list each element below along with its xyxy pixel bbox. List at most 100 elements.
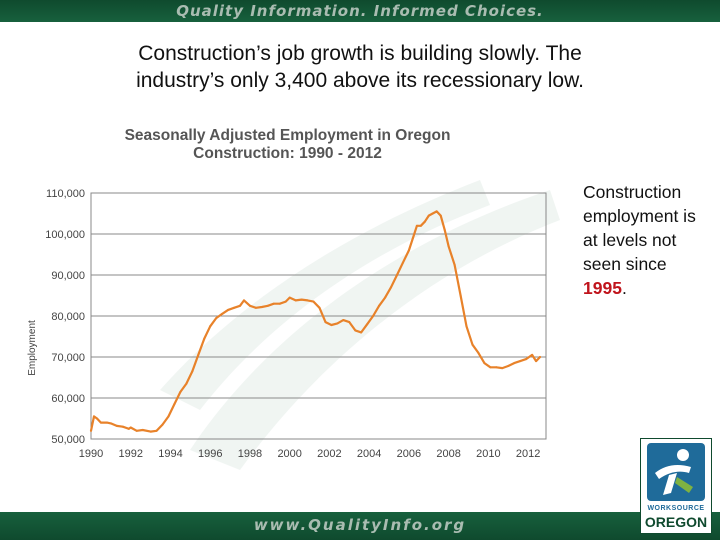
data-point [342,319,345,322]
bottom-banner: www.QualityInfo.org [0,512,720,540]
data-point [149,430,152,433]
data-point [105,421,108,424]
x-tick-label: 1992 [118,448,142,460]
chart-title-block: Seasonally Adjusted Employment in Oregon… [90,127,485,163]
slide-headline: Construction’s job growth is building sl… [40,40,680,94]
x-tick-label: 2006 [397,448,421,460]
employment-series-line [89,210,542,433]
data-point [348,321,351,324]
headline-line-1: Construction’s job growth is building sl… [138,42,582,65]
data-point [141,429,144,431]
data-point [215,317,218,320]
series-points [90,210,541,433]
data-point [312,300,315,303]
data-point [300,298,303,301]
data-point [173,403,176,406]
y-tick-label: 50,000 [51,434,85,446]
y-tick-label: 80,000 [51,311,85,323]
data-point [243,299,245,302]
data-point [266,304,269,307]
watermark-swoosh [160,180,560,470]
side-note-highlight-year: 1995 [583,278,622,298]
top-banner: Quality Information. Informed Choices. [0,0,720,22]
data-point [366,323,369,326]
data-point [525,358,528,361]
data-point [318,306,321,309]
x-tick-label: 1994 [158,448,182,460]
data-point [539,356,541,358]
data-point [90,429,92,432]
data-point [306,299,309,302]
chart-title: Seasonally Adjusted Employment in Oregon [124,127,451,144]
data-point [121,425,124,428]
data-point [419,224,422,227]
data-point [431,212,434,215]
data-point [179,390,182,393]
x-tick-label: 1996 [198,448,222,460]
x-tick-label: 2012 [516,448,540,460]
data-point [167,415,170,418]
data-point [407,249,410,252]
y-tick-label: 90,000 [51,270,85,282]
data-point [354,329,357,332]
data-point [233,306,236,309]
side-note: Construction employment is at levels not… [583,180,713,300]
data-point [435,210,438,213]
banner-tagline: Quality Information. Informed Choices. [176,2,544,20]
data-point [372,315,375,317]
data-point [471,343,474,346]
data-point [203,337,206,340]
data-point [427,214,430,217]
data-point [93,415,95,418]
worksource-oregon-logo: WORKSOURCE OREGON [640,438,712,534]
data-point [447,245,450,248]
data-point [115,424,118,427]
y-axis-ticks: 50,000 60,000 70,000 80,000 90,000 100,000 110… [45,188,85,446]
data-point [249,304,251,307]
data-point [390,286,392,289]
data-point [378,304,381,307]
data-point [129,426,132,429]
x-tick-label: 2004 [357,448,381,460]
data-point [288,296,291,299]
x-tick-label: 2010 [476,448,500,460]
data-point [439,214,442,217]
data-point [507,365,510,367]
data-point [155,429,158,432]
footer-url[interactable]: www.QualityInfo.org [253,516,467,534]
data-point [294,299,297,302]
data-point [284,300,287,303]
headline-line-2: industry’s only 3,400 above its recessio… [136,69,584,92]
x-tick-label: 1998 [238,448,262,460]
data-point [197,353,200,356]
y-tick-label: 110,000 [46,188,85,200]
y-tick-label: 100,000 [45,229,85,241]
data-point [109,422,112,425]
x-tick-label: 2002 [317,448,341,460]
data-point [477,351,480,354]
logo-worksource-text: WORKSOURCE [647,505,705,512]
data-point [221,312,224,315]
x-tick-label: 2000 [277,448,301,460]
data-point [99,421,102,424]
data-point [453,263,456,266]
data-point [324,321,327,324]
data-point [135,429,138,432]
y-tick-label: 70,000 [51,352,85,364]
data-point [513,362,516,365]
data-point [272,302,275,305]
data-point [423,220,426,223]
data-point [495,366,498,369]
data-point [483,362,486,365]
data-point [239,304,241,307]
x-axis-ticks: 1990 1992 1994 1996 1998 2000 2002 2004 2006 2008… [79,448,541,460]
data-point [127,427,130,430]
x-tick-label: 1990 [79,448,103,460]
data-point [531,353,534,356]
data-point [459,294,462,297]
data-point [465,325,468,328]
data-point [191,370,194,373]
grid-lines [91,192,546,440]
data-point [227,308,230,311]
data-point [360,331,363,334]
